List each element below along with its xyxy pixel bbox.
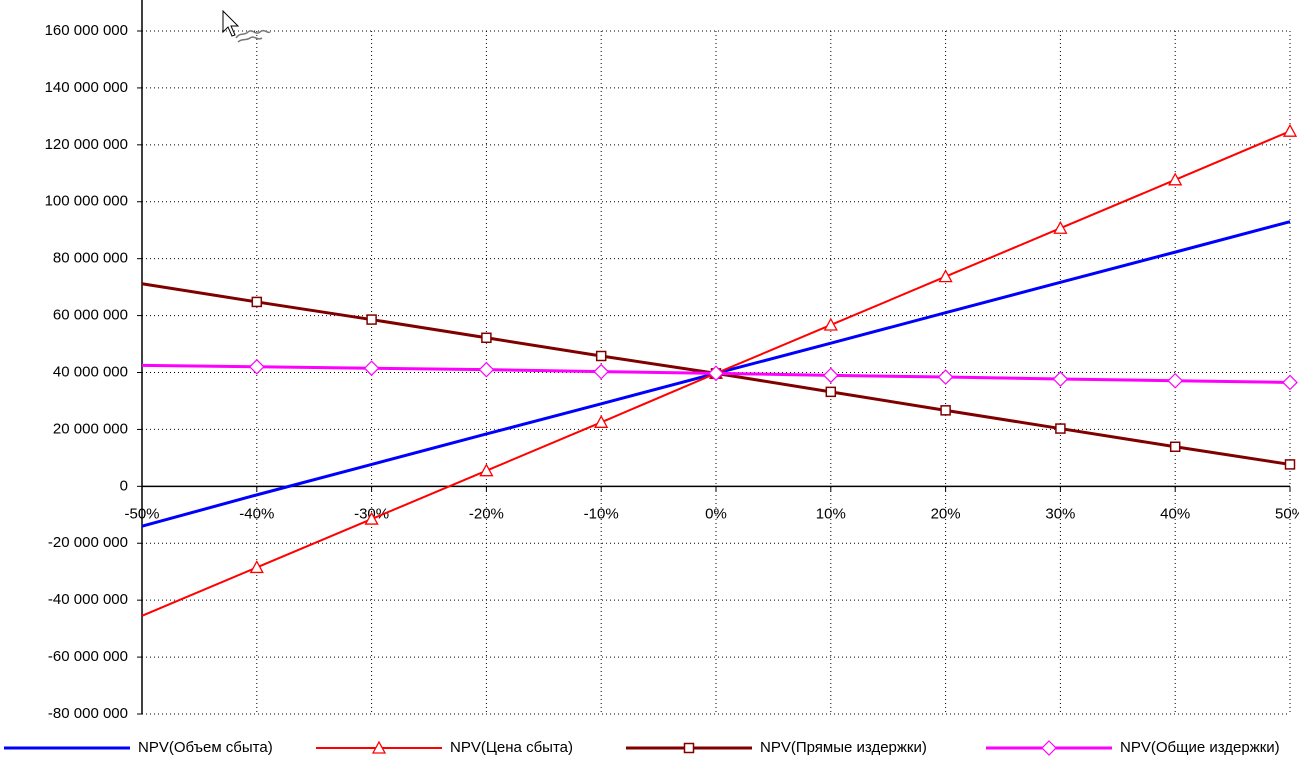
- grid-lines: [142, 30, 1291, 715]
- diamond-marker: [478, 361, 495, 378]
- y-tick-label: 40 000 000: [53, 363, 128, 380]
- y-tick-label: -20 000 000: [48, 534, 128, 551]
- y-tick-label: -40 000 000: [48, 591, 128, 608]
- triangle-marker: [594, 414, 609, 428]
- triangle-marker: [1168, 172, 1183, 186]
- y-tick-label: 120 000 000: [45, 136, 128, 153]
- y-tick-label: 100 000 000: [45, 193, 128, 210]
- square-marker: [1284, 459, 1296, 470]
- legend-label: NPV(Общие издержки): [1120, 739, 1280, 756]
- legend-label: NPV(Объем сбыта): [138, 739, 273, 756]
- legend-item: NPV(Прямые издержки): [626, 739, 927, 756]
- square-marker: [825, 386, 837, 398]
- y-tick-label: 60 000 000: [53, 307, 128, 324]
- diamond-marker: [1041, 740, 1057, 756]
- axes: [137, 0, 1291, 715]
- diamond-marker: [937, 369, 954, 385]
- x-tick-label: 50%: [1275, 505, 1299, 522]
- x-tick-label: 20%: [931, 505, 961, 522]
- y-tick-label: 20 000 000: [53, 420, 128, 437]
- x-tick-label: -10%: [584, 505, 619, 522]
- mouse-cursor-icon: [222, 10, 271, 43]
- diamond-marker: [248, 358, 265, 375]
- diamond-marker: [708, 365, 724, 382]
- legend-label: NPV(Цена сбыта): [450, 739, 573, 756]
- y-tick-label: 140 000 000: [45, 79, 128, 96]
- square-marker: [481, 332, 492, 344]
- triangle-marker: [1053, 220, 1068, 234]
- x-tick-label: 30%: [1045, 505, 1075, 522]
- triangle-marker: [823, 317, 838, 331]
- x-tick-label: 0%: [705, 505, 727, 522]
- square-marker: [366, 314, 377, 325]
- series-4: [141, 358, 1298, 391]
- x-tick-label: -20%: [469, 505, 504, 522]
- legend: NPV(Объем сбыта) NPV(Цена сбыта) NPV(Прямы…: [4, 739, 1280, 756]
- square-marker: [1055, 423, 1066, 434]
- y-tick-label: 0: [120, 477, 128, 494]
- legend-item: NPV(Объем сбыта): [4, 739, 273, 756]
- series-lines: [141, 123, 1298, 617]
- legend-item: NPV(Цена сбыта): [316, 739, 573, 756]
- y-tick-label: -60 000 000: [48, 648, 128, 665]
- x-tick-label: 40%: [1160, 505, 1190, 522]
- x-tick-label: 10%: [816, 505, 846, 522]
- diamond-marker: [363, 360, 380, 377]
- x-tick-label: -40%: [239, 505, 274, 522]
- legend-item: NPV(Общие издержки): [986, 739, 1280, 756]
- square-marker: [1169, 441, 1181, 453]
- square-marker: [683, 742, 695, 754]
- diamond-marker: [822, 367, 839, 384]
- x-tick-labels: -50%-40%-30%-20%-10%0%10%20%30%40%50%: [124, 505, 1299, 522]
- diamond-marker: [1167, 372, 1184, 389]
- y-tick-label: 80 000 000: [53, 250, 128, 267]
- diamond-marker: [1052, 371, 1069, 387]
- square-marker: [940, 405, 951, 416]
- triangle-marker: [364, 511, 379, 525]
- y-tick-label: 160 000 000: [45, 22, 128, 39]
- diamond-marker: [1282, 374, 1298, 391]
- triangle-marker: [249, 560, 264, 574]
- square-marker: [251, 296, 263, 308]
- triangle-marker: [1282, 123, 1298, 137]
- y-tick-labels: 160 000 000 140 000 000 120 000 000 100 000…: [45, 22, 128, 722]
- legend-label: NPV(Прямые издержки): [760, 739, 927, 756]
- triangle-marker: [479, 463, 494, 477]
- square-marker: [595, 350, 607, 362]
- triangle-marker: [371, 740, 387, 754]
- diamond-marker: [593, 363, 610, 380]
- triangle-marker: [938, 269, 953, 283]
- x-tick-label: -50%: [124, 505, 159, 522]
- y-tick-label: -80 000 000: [48, 705, 128, 722]
